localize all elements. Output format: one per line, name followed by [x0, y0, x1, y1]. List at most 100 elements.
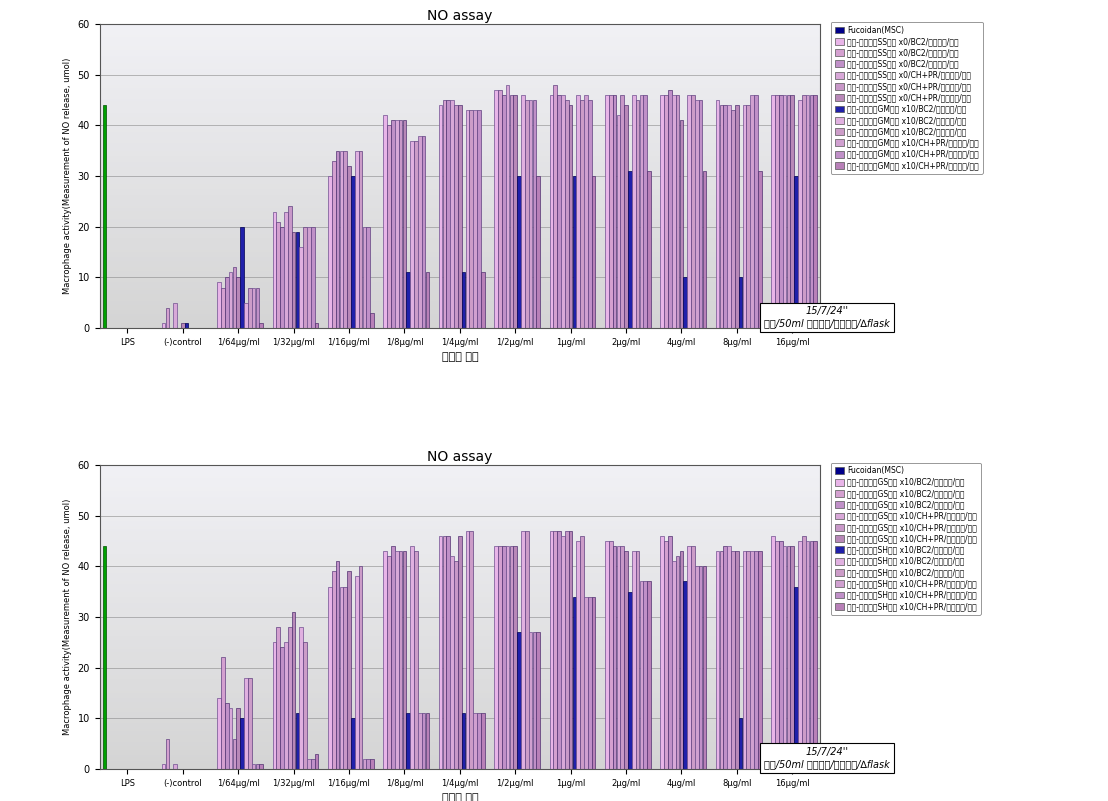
- Bar: [731, 111, 735, 328]
- Bar: [276, 222, 280, 328]
- Bar: [735, 551, 739, 769]
- Bar: [362, 227, 367, 328]
- Bar: [296, 713, 299, 769]
- Bar: [494, 546, 497, 769]
- Bar: [185, 323, 188, 328]
- X-axis label: 고형분 농도: 고형분 농도: [441, 352, 479, 362]
- Bar: [422, 713, 425, 769]
- Bar: [367, 227, 370, 328]
- Bar: [521, 95, 525, 328]
- Bar: [244, 303, 248, 328]
- Bar: [632, 551, 636, 769]
- Bar: [750, 95, 755, 328]
- Bar: [387, 126, 391, 328]
- Bar: [462, 272, 465, 328]
- Bar: [584, 95, 588, 328]
- Bar: [217, 698, 220, 769]
- Bar: [553, 85, 557, 328]
- Y-axis label: Macrophage activity(Measurement of NO release, umol): Macrophage activity(Measurement of NO re…: [63, 58, 72, 294]
- Bar: [628, 171, 632, 328]
- Bar: [550, 531, 553, 769]
- Bar: [252, 288, 256, 328]
- Bar: [284, 642, 288, 769]
- Bar: [553, 531, 557, 769]
- Bar: [351, 176, 355, 328]
- Bar: [731, 551, 735, 769]
- Bar: [311, 227, 315, 328]
- Bar: [315, 323, 318, 328]
- Bar: [228, 272, 233, 328]
- Bar: [418, 713, 422, 769]
- Bar: [248, 288, 252, 328]
- Bar: [284, 211, 288, 328]
- Bar: [399, 551, 402, 769]
- Title: NO assay: NO assay: [427, 449, 493, 464]
- Bar: [588, 597, 592, 769]
- Bar: [810, 95, 813, 328]
- Bar: [351, 718, 355, 769]
- Bar: [755, 551, 758, 769]
- Bar: [236, 708, 240, 769]
- Bar: [727, 105, 731, 328]
- Bar: [304, 642, 307, 769]
- Bar: [462, 713, 465, 769]
- Bar: [497, 546, 502, 769]
- Bar: [362, 759, 367, 769]
- Bar: [259, 323, 263, 328]
- Bar: [256, 764, 259, 769]
- Bar: [478, 713, 481, 769]
- Bar: [299, 247, 304, 328]
- Bar: [481, 272, 484, 328]
- Bar: [755, 95, 758, 328]
- Bar: [307, 759, 311, 769]
- Bar: [521, 531, 525, 769]
- Bar: [328, 586, 331, 769]
- Bar: [613, 546, 616, 769]
- Bar: [470, 531, 473, 769]
- Bar: [557, 531, 561, 769]
- Bar: [565, 531, 568, 769]
- X-axis label: 고형분 농도: 고형분 농도: [441, 793, 479, 801]
- Bar: [647, 582, 650, 769]
- Bar: [687, 95, 691, 328]
- Bar: [702, 566, 706, 769]
- Bar: [716, 551, 719, 769]
- Legend: Fucoidan(MSC), 삼깨-경남거당SS농부 x0/BC2/호기진탙/무말, 삼깨-경남거당SS농부 x0/BC2/호기진탙/분말, 삼깨-경남거당SS: Fucoidan(MSC), 삼깨-경남거당SS농부 x0/BC2/호기진탙/무…: [831, 22, 983, 174]
- Bar: [581, 536, 584, 769]
- Bar: [513, 95, 517, 328]
- Bar: [747, 551, 750, 769]
- Bar: [497, 90, 502, 328]
- Bar: [502, 95, 505, 328]
- Bar: [779, 95, 782, 328]
- Bar: [561, 536, 565, 769]
- Bar: [494, 90, 497, 328]
- Bar: [414, 141, 418, 328]
- Bar: [517, 632, 521, 769]
- Bar: [557, 95, 561, 328]
- Bar: [465, 111, 470, 328]
- Bar: [343, 586, 347, 769]
- Bar: [252, 764, 256, 769]
- Bar: [248, 678, 252, 769]
- Bar: [798, 541, 802, 769]
- Bar: [529, 100, 533, 328]
- Bar: [684, 277, 687, 328]
- Bar: [402, 120, 407, 328]
- Bar: [758, 171, 761, 328]
- Bar: [684, 582, 687, 769]
- Bar: [276, 627, 280, 769]
- Bar: [473, 111, 478, 328]
- Bar: [217, 283, 220, 328]
- Bar: [383, 115, 387, 328]
- Bar: [502, 546, 505, 769]
- Bar: [328, 176, 331, 328]
- Bar: [517, 176, 521, 328]
- Bar: [454, 105, 458, 328]
- Bar: [299, 627, 304, 769]
- Bar: [639, 95, 644, 328]
- Bar: [256, 288, 259, 328]
- Bar: [739, 718, 742, 769]
- Bar: [331, 161, 336, 328]
- Bar: [355, 577, 359, 769]
- Bar: [280, 227, 284, 328]
